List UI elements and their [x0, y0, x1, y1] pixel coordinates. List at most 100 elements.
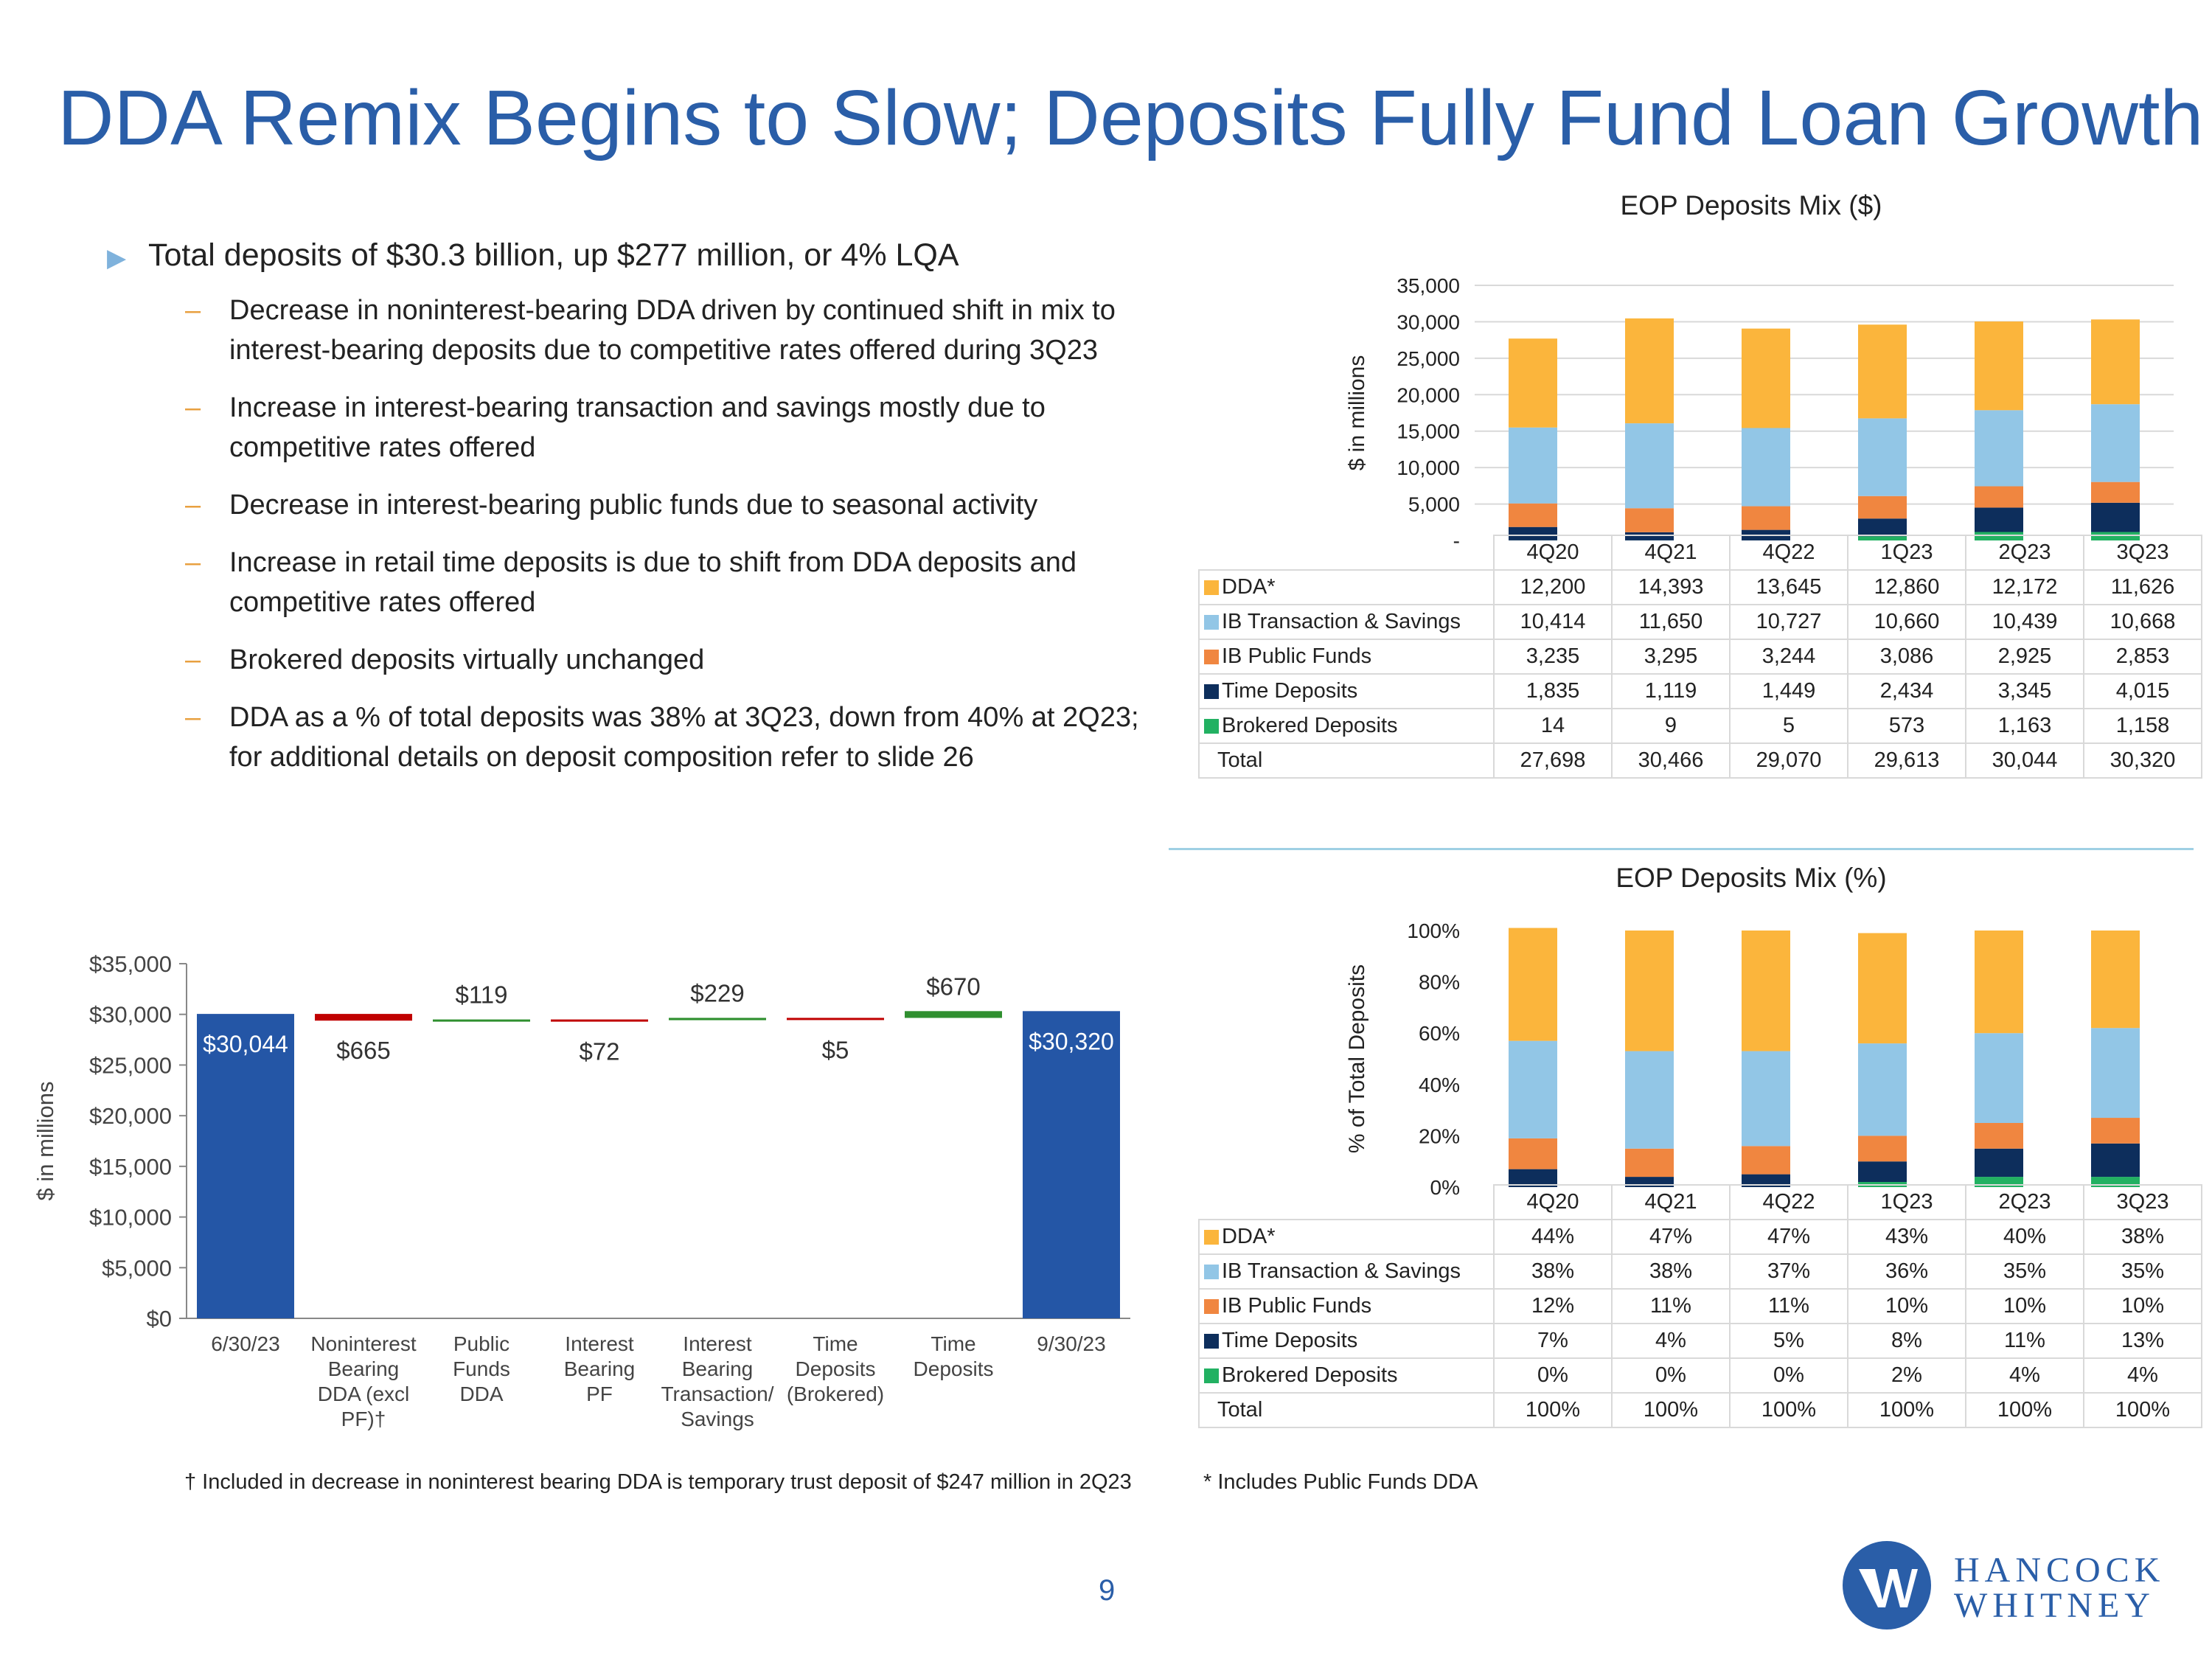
dash-icon: – — [185, 702, 201, 733]
bar-segment — [1858, 1135, 1907, 1162]
section-divider — [1169, 848, 2194, 850]
footnote-right: * Includes Public Funds DDA — [1203, 1470, 1478, 1494]
data-label: $229 — [690, 979, 744, 1006]
x-tick-label: Interest — [565, 1332, 634, 1355]
table-corner — [1199, 1185, 1494, 1220]
sub-bullet: – DDA as a % of total deposits was 38% at… — [107, 698, 1169, 777]
deposits-mix-dollar-table: 4Q20 4Q21 4Q22 1Q23 2Q23 3Q23 DDA* 12,200 14,393… — [1198, 535, 2202, 779]
table-cell: 100% — [2083, 1392, 2202, 1428]
table-cell: 40% — [1965, 1219, 2084, 1255]
table-cell: 12,860 — [1847, 569, 1966, 605]
data-label: $5 — [822, 1036, 849, 1063]
main-bullet: ▶ Total deposits of $30.3 billion, up $2… — [107, 234, 1169, 276]
table-cell: 29,070 — [1729, 742, 1848, 779]
table-corner — [1199, 535, 1494, 570]
x-tick-label: Transaction/ — [661, 1382, 773, 1405]
table-cell: 1,449 — [1729, 673, 1848, 709]
x-tick-label: Bearing — [564, 1357, 636, 1380]
series-name: IB Transaction & Savings — [1222, 1259, 1461, 1283]
table-column-header: 4Q21 — [1611, 535, 1731, 571]
y-tick-label: 20,000 — [1397, 383, 1460, 406]
table-cell: 47% — [1611, 1219, 1731, 1255]
table-cell: 3,086 — [1847, 639, 1966, 675]
bar-segment — [2091, 319, 2140, 405]
table-cell: 0% — [1493, 1357, 1613, 1394]
legend-swatch — [1204, 1265, 1219, 1279]
table-row: Total 27,698 30,466 29,070 29,613 30,044 30,32… — [1198, 742, 2202, 779]
table-cell: 573 — [1847, 708, 1966, 744]
y-tick-label: $5,000 — [102, 1255, 172, 1281]
x-tick-label: (Brokered) — [787, 1382, 884, 1405]
bar-segment — [1742, 1174, 1790, 1187]
sub-bullet-text: DDA as a % of total deposits was 38% at … — [229, 702, 1139, 773]
table-cell: 4% — [1965, 1357, 2084, 1394]
bar-segment — [1975, 321, 2023, 411]
table-cell: 1,835 — [1493, 673, 1613, 709]
table-cell: 35% — [2083, 1253, 2202, 1290]
bar-segment — [1742, 1146, 1790, 1175]
sub-bullet: – Brokered deposits virtually unchanged — [107, 640, 1169, 680]
bar-segment — [1975, 1148, 2023, 1178]
table-cell: 2,925 — [1965, 639, 2084, 675]
bar-segment — [1858, 1161, 1907, 1183]
table-row: DDA* 44% 47% 47% 43% 40% 38% — [1198, 1219, 2202, 1255]
x-tick-label: Savings — [681, 1408, 754, 1430]
bar-segment — [1858, 933, 1907, 1044]
series-label: Brokered Deposits — [1198, 1357, 1495, 1394]
x-tick-label: DDA (excl — [318, 1382, 409, 1405]
table-column-header: 4Q21 — [1611, 1184, 1731, 1220]
table-cell: 10,727 — [1729, 604, 1848, 640]
series-name: IB Transaction & Savings — [1222, 610, 1461, 633]
series-name: Total — [1217, 748, 1263, 772]
data-label: $665 — [336, 1037, 390, 1064]
waterfall-decrease-bar — [315, 1014, 412, 1021]
table-column-header: 3Q23 — [2083, 1184, 2202, 1220]
series-label: Total — [1198, 742, 1495, 779]
logo-line-1: HANCOCK — [1954, 1551, 2166, 1590]
bar-segment — [1509, 928, 1557, 1041]
table-column-header: 4Q20 — [1493, 1184, 1613, 1220]
table-cell: 0% — [1729, 1357, 1848, 1394]
table-cell: 4,015 — [2083, 673, 2202, 709]
x-tick-label: PF)† — [341, 1408, 386, 1430]
bar-segment — [1509, 503, 1557, 527]
x-tick-label: Deposits — [914, 1357, 994, 1380]
bar-segment — [2091, 1028, 2140, 1119]
main-bullet-text: Total deposits of $30.3 billion, up $277… — [148, 237, 959, 273]
table-cell: 4% — [2083, 1357, 2202, 1394]
bar-segment — [1625, 1051, 1674, 1149]
series-label: DDA* — [1198, 1219, 1495, 1255]
deposits-mix-percent-table: 4Q20 4Q21 4Q22 1Q23 2Q23 3Q23 DDA* 44% 47% 47% 43%… — [1198, 1184, 2202, 1428]
x-tick-label: Funds — [453, 1357, 510, 1380]
bar-segment — [1742, 1051, 1790, 1147]
legend-swatch — [1204, 1230, 1219, 1245]
y-tick-label: $20,000 — [89, 1103, 172, 1129]
table-cell: 9 — [1611, 708, 1731, 744]
bullet-arrow-icon: ▶ — [107, 244, 127, 272]
table-cell: 29,613 — [1847, 742, 1966, 779]
series-label: DDA* — [1198, 569, 1495, 605]
dash-icon: – — [185, 392, 201, 423]
series-label: IB Transaction & Savings — [1198, 1253, 1495, 1290]
table-cell: 10% — [2083, 1288, 2202, 1324]
table-cell: 10% — [1847, 1288, 1966, 1324]
table-cell: 5% — [1729, 1323, 1848, 1359]
table-column-header: 1Q23 — [1847, 535, 1966, 571]
table-cell: 30,320 — [2083, 742, 2202, 779]
series-name: DDA* — [1222, 575, 1276, 599]
data-label: $72 — [579, 1038, 619, 1065]
table-cell: 11,650 — [1611, 604, 1731, 640]
dash-icon: – — [185, 490, 201, 521]
table-cell: 13,645 — [1729, 569, 1848, 605]
sub-bullet: – Decrease in noninterest-bearing DDA dri… — [107, 291, 1169, 370]
sub-bullet-text: Increase in retail time deposits is due … — [229, 547, 1077, 618]
table-cell: 36% — [1847, 1253, 1966, 1290]
x-tick-label: Bearing — [328, 1357, 400, 1380]
y-tick-label: $35,000 — [89, 951, 172, 977]
bar-segment — [1509, 1169, 1557, 1187]
sub-bullet-text: Brokered deposits virtually unchanged — [229, 644, 705, 675]
table-cell: 12% — [1493, 1288, 1613, 1324]
bar-segment — [1509, 338, 1557, 428]
table-cell: 27,698 — [1493, 742, 1613, 779]
table-cell: 14 — [1493, 708, 1613, 744]
